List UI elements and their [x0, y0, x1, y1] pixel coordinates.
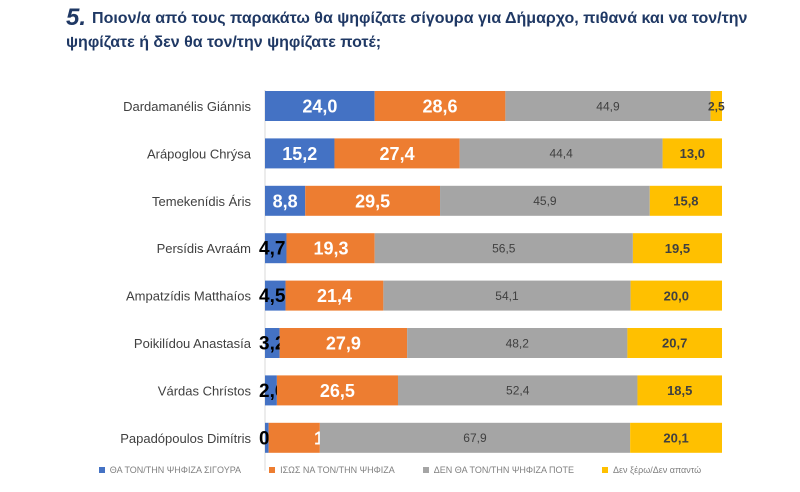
bar-segment-dont-know — [632, 233, 722, 264]
bar-segment-sure — [265, 233, 287, 264]
bar-segment-maybe — [305, 185, 441, 216]
bar-segment-never — [374, 233, 633, 264]
bar-segment-never — [319, 422, 631, 453]
data-label-dont-know: 19,5 — [665, 241, 690, 256]
data-label-sure: 15,2 — [282, 144, 317, 164]
bar-segment-maybe — [279, 328, 408, 358]
data-label-maybe: 28,6 — [423, 96, 458, 116]
legend-label: ΔΕΝ ΘΑ ΤΟΝ/ΤΗΝ ΨΗΦΙΖΑ ΠΟΤΕ — [433, 465, 575, 475]
question-text: Ποιον/α από τους παρακάτω θα ψηφίζατε σί… — [66, 10, 748, 51]
legend-swatch — [269, 467, 276, 473]
bar-segment-dont-know — [637, 375, 722, 406]
bar-segment-dont-know — [627, 328, 722, 358]
bar-segment-sure — [265, 185, 306, 216]
bar-segment-never — [505, 91, 711, 121]
bar-segment-dont-know — [630, 422, 722, 453]
data-label-maybe: 27,4 — [380, 144, 415, 164]
bar-segment-never — [407, 328, 628, 358]
data-label-never: 44,9 — [596, 99, 620, 113]
bar-segment-maybe — [285, 280, 384, 311]
data-label-dont-know: 20,1 — [663, 430, 688, 445]
category-label: Poikilídou Anastasía — [134, 336, 252, 351]
bar-segment-never — [383, 280, 631, 311]
legend-item-maybe: ΙΣΩΣ ΝΑ ΤΟΝ/ΤΗΝ ΨΗΦΙΖΑ — [269, 465, 395, 475]
data-label-never: 67,9 — [463, 431, 487, 445]
category-label: Papadópoulos Dimítris — [120, 431, 251, 446]
data-label-never: 44,4 — [549, 147, 573, 161]
data-label-maybe: 29,5 — [355, 191, 390, 211]
data-label-sure: 4,5 — [259, 286, 286, 307]
bar-segment-dont-know — [662, 138, 722, 169]
legend-item-sure: ΘΑ ΤΟΝ/ΤΗΝ ΨΗΦΙΖΑ ΣΙΓΟΥΡΑ — [98, 465, 242, 475]
data-label-dont-know: 13,0 — [680, 146, 705, 161]
bar-segment-maybe — [268, 422, 320, 453]
legend-label: ΙΣΩΣ ΝΑ ΤΟΝ/ΤΗΝ ΨΗΦΙΖΑ — [280, 465, 395, 475]
category-label: Ampatzídis Matthaíos — [126, 289, 251, 304]
bar-segment-dont-know — [649, 185, 722, 216]
data-label-maybe: 26,5 — [320, 381, 355, 401]
data-label-never: 48,2 — [506, 336, 530, 350]
bar-segment-never — [397, 375, 638, 406]
legend-swatch — [98, 467, 105, 473]
bar-segment-sure — [265, 375, 277, 406]
bar-segment-maybe — [334, 138, 460, 169]
data-label-dont-know: 15,8 — [673, 193, 698, 208]
legend-swatch — [422, 467, 429, 473]
bar-segment-dont-know — [630, 280, 722, 311]
data-label-dont-know: 20,7 — [662, 336, 687, 351]
data-label-maybe: 19,3 — [313, 239, 348, 259]
bar-segment-sure — [265, 280, 286, 311]
legend-item-dont-know: Δεν ξέρω/Δεν απαντώ — [602, 465, 701, 475]
data-label-dont-know: 18,5 — [667, 383, 692, 398]
data-label-never: 56,5 — [492, 242, 516, 256]
category-label: Várdas Chrístos — [158, 383, 252, 398]
bar-segment-sure — [265, 422, 269, 453]
data-label-sure: 4,7 — [259, 239, 285, 260]
data-label-sure: 3,2 — [259, 333, 285, 354]
legend-item-never: ΔΕΝ ΘΑ ΤΟΝ/ΤΗΝ ΨΗΦΙΖΑ ΠΟΤΕ — [422, 465, 575, 475]
legend-label: ΘΑ ΤΟΝ/ΤΗΝ ΨΗΦΙΖΑ ΣΙΓΟΥΡΑ — [109, 465, 242, 475]
data-label-never: 52,4 — [506, 384, 530, 398]
category-label: Temekenídis Áris — [152, 194, 251, 209]
data-label-never: 45,9 — [533, 194, 557, 208]
data-label-maybe: 27,9 — [326, 333, 361, 353]
category-label: Arápoglou Chrýsa — [147, 146, 252, 161]
bar-segment-dont-know — [710, 91, 722, 121]
data-label-dont-know: 20,0 — [664, 288, 689, 303]
bar-segment-sure — [265, 328, 280, 358]
bar-segment-maybe — [374, 91, 506, 121]
bar-segment-sure — [265, 91, 375, 121]
legend: ΘΑ ΤΟΝ/ΤΗΝ ΨΗΦΙΖΑ ΣΙΓΟΥΡΑ ΙΣΩΣ ΝΑ ΤΟΝ/ΤΗ… — [0, 465, 800, 475]
bar-segment-maybe — [286, 233, 375, 264]
data-label-never: 54,1 — [495, 289, 519, 303]
category-label: Dardamanélis Giánnis — [123, 99, 251, 114]
legend-label: Δεν ξέρω/Δεν απαντώ — [613, 465, 702, 475]
data-label-sure: 24,0 — [302, 96, 337, 116]
bar-segment-never — [459, 138, 663, 169]
bar-segment-sure — [265, 138, 335, 169]
chart-title: 5. Ποιον/α από τους παρακάτω θα ψηφίζατε … — [66, 4, 796, 53]
data-label-sure: 8,8 — [273, 191, 298, 211]
bar-segment-never — [440, 185, 650, 216]
data-label-dont-know: 2,5 — [708, 100, 725, 114]
question-number: 5. — [66, 4, 87, 31]
category-label: Persídis Avraám — [157, 241, 251, 256]
bar-segment-maybe — [276, 375, 398, 406]
legend-swatch — [602, 467, 609, 473]
data-label-maybe: 21,4 — [317, 286, 352, 306]
